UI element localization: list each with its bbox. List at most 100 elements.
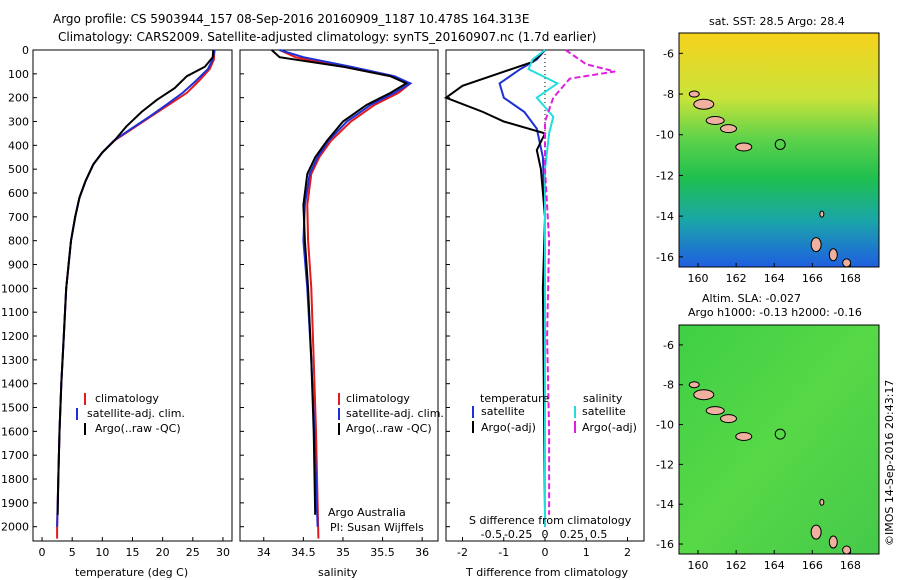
legend-t-satellite: satellite [481,405,525,418]
series-line-2 [527,49,560,527]
sla-map-title-2: Argo h1000: -0.13 h2000: -0.16 [688,306,862,319]
y-tick-label: 1100 [1,306,29,319]
x-tick-label: 34 [257,546,271,559]
header-line1: Argo profile: CS 5903944_157 08-Sep-2016… [53,12,529,26]
map-x-tick-label: 160 [688,559,709,572]
temperature-panel: 0 5 10 15 20 25 300100200300400500600700800900… [1,44,233,579]
series-line-3 [544,49,616,515]
imos-stamp: ©IMOS 14-Sep-2016 20:43:17 [883,380,896,546]
salinity-legend: climatology satellite-adj. clim. Argo(..… [338,392,444,435]
legend-t-argo: Argo(-adj) [481,421,536,434]
island [828,535,838,549]
y-tick-label: 700 [8,211,29,224]
y-tick-label: 600 [8,187,29,200]
map-x-tick-label: 162 [726,559,747,572]
difference-xlabel-top: S difference from climatology [469,514,632,527]
map-y-tick-label: -14 [656,210,674,223]
y-tick-label: 100 [8,68,29,81]
y-tick-label: 800 [8,235,29,248]
island [810,524,822,540]
map-x-tick-label: 168 [840,272,861,285]
y-tick-label: 0 [22,44,29,57]
island [693,389,715,401]
island [705,115,725,125]
island [720,414,738,424]
series-line-2 [271,49,409,515]
island [720,124,738,134]
legend-satellite: satellite-adj. clim. [87,407,185,420]
y-tick-label: 1900 [1,497,29,510]
salinity-xlabel: salinity [318,566,358,579]
map-x-tick-label: 164 [764,559,785,572]
temperature-axes-frame [32,49,233,542]
legend-s-satellite: satellite [582,405,626,418]
legend-header-temperature: temperature [480,392,549,405]
y-tick-label: 2000 [1,521,29,534]
map-x-tick-label: 160 [688,272,709,285]
island [688,90,700,98]
island [688,381,700,389]
map-x-tick-label: 168 [840,559,861,572]
x-tick-label: 15 [126,546,140,559]
y-tick-label: 400 [8,139,29,152]
difference-legend: temperature salinity satellite Argo(-adj… [472,392,637,434]
y-tick-label: 1200 [1,330,29,343]
x-tick-label: 0 [542,546,549,559]
x-tick-label: 34.5 [291,546,316,559]
map-y-tick-label: -10 [656,419,674,432]
sst-map-field [678,32,880,268]
legend-argo: Argo(..raw -QC) [346,422,432,435]
y-tick-label: 1600 [1,425,29,438]
argo-position-marker [774,428,786,440]
island [705,406,725,416]
sla-map-overlay: 160 162 164 166 168 -6 -8 -10 -12 -14 -16 [656,339,861,572]
argo-position-marker [774,138,786,150]
legend-climatology: climatology [346,392,410,405]
x-tick-label-salinity: 0.25 [560,528,585,541]
island [842,545,852,555]
island [819,210,825,218]
map-y-tick-label: -16 [656,251,674,264]
sst-map-title: sat. SST: 28.5 Argo: 28.4 [709,15,845,28]
legend-s-argo: Argo(-adj) [582,421,637,434]
temperature-legend: climatology satellite-adj. clim. Argo(..… [76,392,185,435]
y-tick-label: 900 [8,259,29,272]
series-line-1 [279,49,413,527]
island [842,258,852,268]
island [819,498,825,506]
map-y-tick-label: -8 [663,379,674,392]
legend-satellite: satellite-adj. clim. [346,407,444,420]
map-x-tick-label: 164 [764,272,785,285]
annotation-pi: PI: Susan Wijffels [330,521,424,534]
island [810,237,822,253]
x-tick-label: 36 [415,546,429,559]
x-tick-label-salinity: 0.5 [590,528,608,541]
y-tick-label: 1000 [1,282,29,295]
salinity-axes-frame [239,49,439,542]
series-line-0 [56,49,216,539]
series-line-2 [56,49,215,515]
island [735,432,753,442]
x-tick-label: 35 [336,546,350,559]
map-y-tick-label: -12 [656,169,674,182]
x-tick-label: -2 [457,546,468,559]
sst-map-overlay: 160 162 164 166 168 -6 -8 -10 -12 -14 -16 [656,47,861,285]
map-y-tick-label: -16 [656,538,674,551]
y-tick-label: 1500 [1,402,29,415]
salinity-panel: 34 34.5 35 35.5 36 salinity climatology sate… [239,49,444,579]
map-y-tick-label: -12 [656,458,674,471]
y-tick-label: 1300 [1,354,29,367]
map-y-tick-label: -14 [656,498,674,511]
x-tick-label: 1 [583,546,590,559]
legend-climatology: climatology [95,392,159,405]
y-tick-label: 1800 [1,473,29,486]
map-x-tick-label: 166 [802,272,823,285]
sla-map-panel: Altim. SLA: -0.027 Argo h1000: -0.13 h20… [656,292,880,572]
x-tick-label: 25 [186,546,200,559]
island [693,98,715,110]
x-tick-label-salinity: -0.25 [504,528,532,541]
x-tick-label: -1 [498,546,509,559]
y-tick-label: 300 [8,116,29,129]
